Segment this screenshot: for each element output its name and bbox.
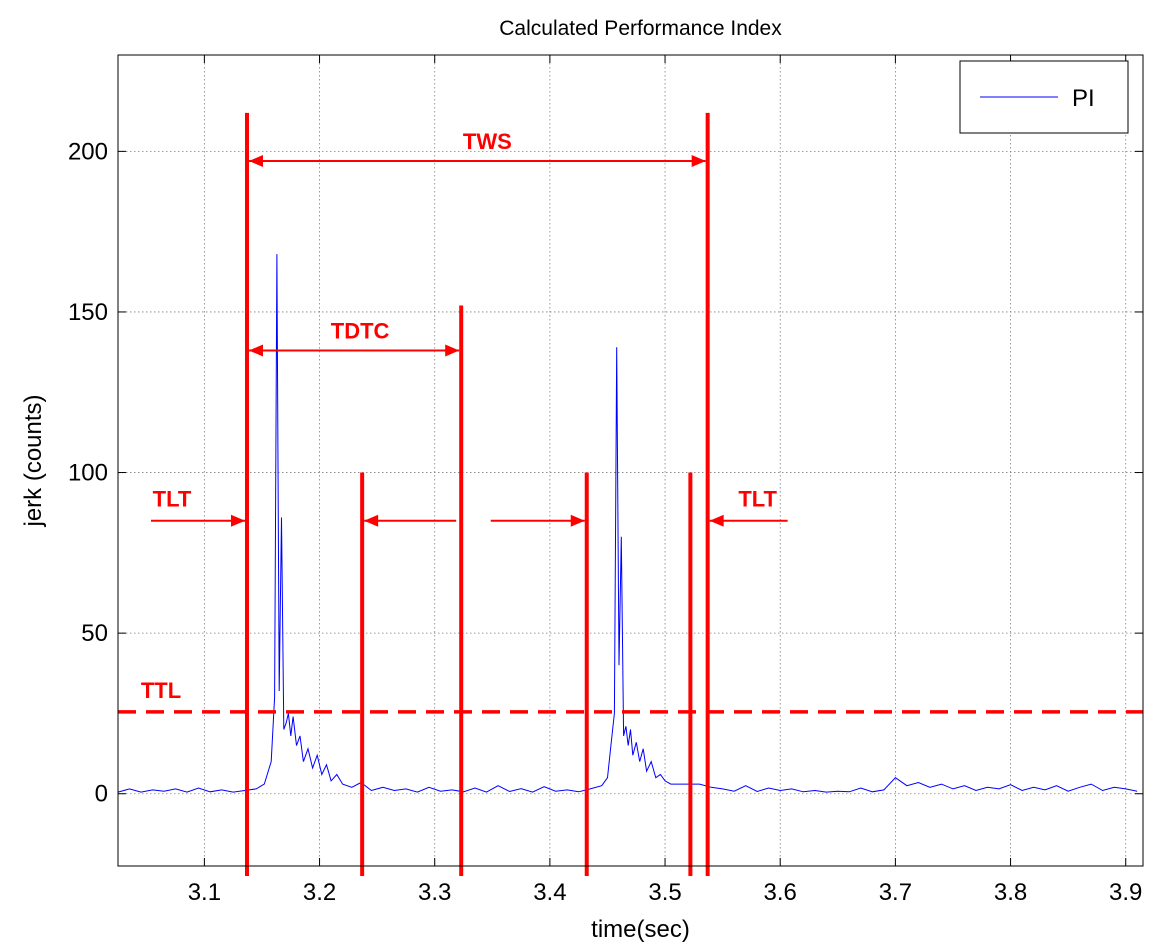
annotation-layer (118, 112, 1143, 876)
series-line-pi (117, 254, 1138, 793)
series-layer (117, 254, 1138, 793)
chart-title: Calculated Performance Index (499, 17, 782, 40)
annotation-tdtc-arrow-head (445, 344, 460, 357)
x-tick-label: 3.5 (648, 879, 681, 906)
x-tick-label: 3.3 (418, 879, 451, 906)
legend: PI (959, 60, 1129, 134)
grid-lines (118, 55, 1143, 866)
annotation-ttl-label: TTL (141, 678, 181, 703)
x-tick-label: 3.4 (533, 879, 566, 906)
y-tick-label: 200 (68, 138, 108, 165)
y-tick-label: 0 (95, 781, 108, 808)
annotation-tws-arrow-head (691, 154, 706, 167)
annotation-tlt-center-right-arrow-head (570, 514, 585, 527)
x-tick-label: 3.8 (994, 879, 1027, 906)
x-tick-label: 3.9 (1109, 879, 1142, 906)
annotation-tdtc-arrow-head (248, 344, 263, 357)
annotation-tlt-left-label: TLT (153, 487, 192, 512)
annotation-tlt-right-arrow-head (709, 514, 724, 527)
annotation-tws-label: TWS (463, 129, 512, 154)
x-tick-label: 3.1 (188, 879, 221, 906)
annotation-tlt-center-left-arrow-head (364, 514, 379, 527)
y-axis-label: jerk (counts) (20, 394, 47, 527)
x-axis-label: time(sec) (591, 916, 690, 943)
annotation-tws-arrow-head (248, 154, 263, 167)
x-tick-label: 3.6 (764, 879, 797, 906)
annotation-tlt-right-label: TLT (738, 487, 777, 512)
plot-frame (117, 54, 1144, 867)
axis-ticks (118, 55, 1143, 866)
y-tick-label: 150 (68, 299, 108, 326)
y-tick-label: 50 (81, 620, 108, 647)
annotation-tlt-left-arrow-head (230, 514, 245, 527)
legend-label-pi: PI (1072, 85, 1095, 112)
y-tick-label: 100 (68, 460, 108, 487)
tick-labels: 3.1 3.2 3.3 3.4 3.5 3.6 3.7 3.8 3.9 0 50 100 150 200 (68, 138, 1142, 906)
x-tick-label: 3.2 (303, 879, 336, 906)
annotation-tdtc-label: TDTC (331, 318, 390, 343)
x-tick-label: 3.7 (879, 879, 912, 906)
